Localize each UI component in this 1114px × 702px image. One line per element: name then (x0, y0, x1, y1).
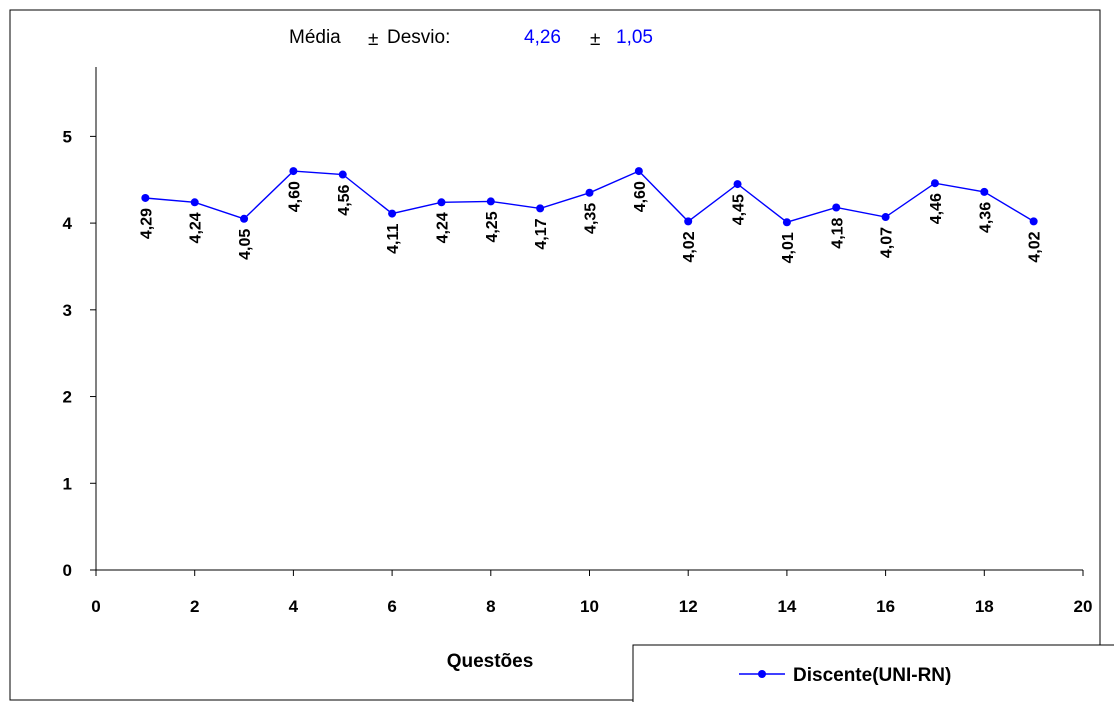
data-label: 4,35 (582, 203, 599, 234)
y-tick-label: 0 (63, 561, 72, 580)
data-point (388, 209, 397, 218)
x-tick-label: 2 (190, 597, 199, 616)
data-point (289, 167, 298, 176)
header-pm-2: ± (590, 29, 600, 50)
legend-label: Discente(UNI-RN) (793, 665, 951, 686)
data-point (634, 167, 643, 176)
data-point (190, 198, 199, 207)
header-sd-value: 1,05 (616, 27, 653, 48)
y-axis-ticks: 0 1 2 3 4 5 (63, 127, 96, 580)
legend: Discente(UNI-RN) (632, 644, 1114, 702)
x-axis-ticks: 0 2 4 6 8 10 12 14 16 18 20 (91, 570, 1092, 616)
x-tick-label: 0 (91, 597, 100, 616)
data-point (141, 193, 150, 202)
data-point (782, 218, 791, 227)
data-point (881, 213, 890, 222)
legend-box (632, 644, 1114, 702)
data-point (486, 197, 495, 206)
data-label: 4,02 (681, 231, 698, 262)
legend-marker (758, 670, 766, 678)
x-tick-label: 12 (679, 597, 698, 616)
data-point (240, 214, 249, 223)
data-label: 4,60 (286, 181, 303, 212)
y-tick-label: 3 (63, 301, 72, 320)
y-tick-label: 1 (63, 474, 72, 493)
data-point (930, 179, 939, 188)
x-tick-label: 14 (777, 597, 796, 616)
data-point (733, 180, 742, 189)
x-tick-label: 10 (580, 597, 599, 616)
data-label: 4,46 (928, 193, 945, 224)
data-label: 4,56 (336, 184, 353, 215)
data-label: 4,01 (780, 232, 797, 263)
data-label: 4,45 (731, 194, 748, 225)
data-point (536, 204, 545, 213)
data-label: 4,24 (188, 212, 205, 243)
x-tick-label: 4 (289, 597, 299, 616)
data-label: 4,02 (1027, 231, 1044, 262)
data-label: 4,36 (977, 202, 994, 233)
data-point (585, 188, 594, 197)
data-labels: 4,29 4,24 4,05 4,60 4,56 4,11 4,24 4,25 4,17 4,35… (138, 181, 1043, 263)
data-label: 4,25 (484, 211, 501, 242)
x-axis-title: Questões (447, 651, 534, 672)
data-label: 4,05 (237, 229, 254, 260)
data-point (832, 203, 841, 212)
x-tick-label: 8 (486, 597, 495, 616)
data-point (437, 198, 446, 207)
data-point (338, 170, 347, 179)
data-label: 4,60 (632, 181, 649, 212)
data-label: 4,07 (879, 227, 896, 258)
data-point (980, 187, 989, 196)
header-mean-label: Média (289, 27, 341, 48)
header-mean-value: 4,26 (524, 27, 561, 48)
x-tick-label: 16 (876, 597, 895, 616)
y-tick-label: 2 (63, 388, 72, 407)
header-pm-1: ± (368, 29, 378, 50)
data-point (1029, 217, 1038, 226)
x-tick-label: 18 (975, 597, 994, 616)
data-point (684, 217, 693, 226)
data-label: 4,18 (829, 217, 846, 248)
y-tick-label: 5 (63, 127, 72, 146)
y-tick-label: 4 (63, 214, 73, 233)
data-label: 4,11 (385, 224, 402, 254)
data-label: 4,17 (533, 218, 550, 249)
chart-frame (9, 9, 1101, 701)
data-label: 4,29 (138, 208, 155, 239)
x-tick-label: 6 (387, 597, 396, 616)
data-label: 4,24 (434, 212, 451, 243)
header-desvio-label: Desvio: (387, 27, 450, 48)
series-points (141, 167, 1038, 227)
x-tick-label: 20 (1074, 597, 1093, 616)
